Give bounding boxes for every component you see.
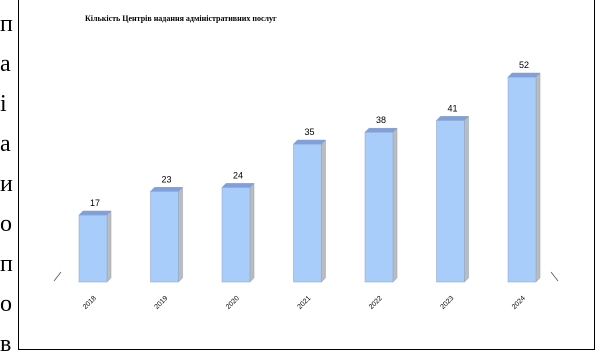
side-letter: п [0,11,13,37]
bar [221,187,251,283]
bars-group: 17 2018 23 2019 24 2020 35 2021 38 2022 41 2023 52 20… [78,60,541,311]
x-tick-label: 2020 [225,295,241,311]
bar-value-label: 41 [447,103,457,113]
chart-panel: Кількість Центрів надання адміністративн… [18,0,595,350]
side-letter: п [0,251,13,277]
bar-top [78,210,112,216]
bar-value-label: 17 [90,198,100,208]
bar-top [507,72,541,78]
axis-right-edge [550,271,559,282]
x-tick-label: 2024 [511,295,527,311]
x-tick-label: 2022 [368,295,384,311]
bar-top [149,187,184,192]
bar-top [364,127,398,133]
bar [436,120,465,283]
x-tick-label: 2019 [153,295,169,311]
axis-left-edge [53,271,62,282]
bar-side [392,127,398,283]
side-letter: и [0,171,13,197]
x-tick-label: 2021 [296,295,312,311]
side-letter: о [0,211,12,237]
bar [150,191,179,283]
x-tick-label: 2018 [82,295,98,311]
bar-side [249,182,255,283]
bar-chart: Кількість Центрів надання адміністративн… [53,14,559,311]
chart-title: Кількість Центрів надання адміністративн… [85,14,277,23]
bar-side [464,115,469,283]
bar-side [178,186,183,283]
bar [364,131,394,283]
bar-side [106,210,112,283]
bar [507,76,537,283]
side-letter: а [0,131,11,157]
bar-value-label: 24 [233,170,243,180]
bar [78,214,108,283]
bar-value-label: 52 [519,60,529,70]
bar-side [535,72,541,283]
x-tick-label: 2023 [439,295,455,311]
side-letter: а [0,51,11,77]
bar-side [321,139,326,283]
bar-top [292,139,327,145]
bar-top [221,183,255,188]
bar-value-label: 38 [376,115,386,125]
side-letter: в [0,331,12,356]
side-letter: о [0,291,12,317]
bar [293,143,322,283]
bar-value-label: 35 [304,127,314,137]
side-letter: і [0,91,7,117]
bar-top [435,116,470,121]
bar-value-label: 23 [161,174,171,184]
